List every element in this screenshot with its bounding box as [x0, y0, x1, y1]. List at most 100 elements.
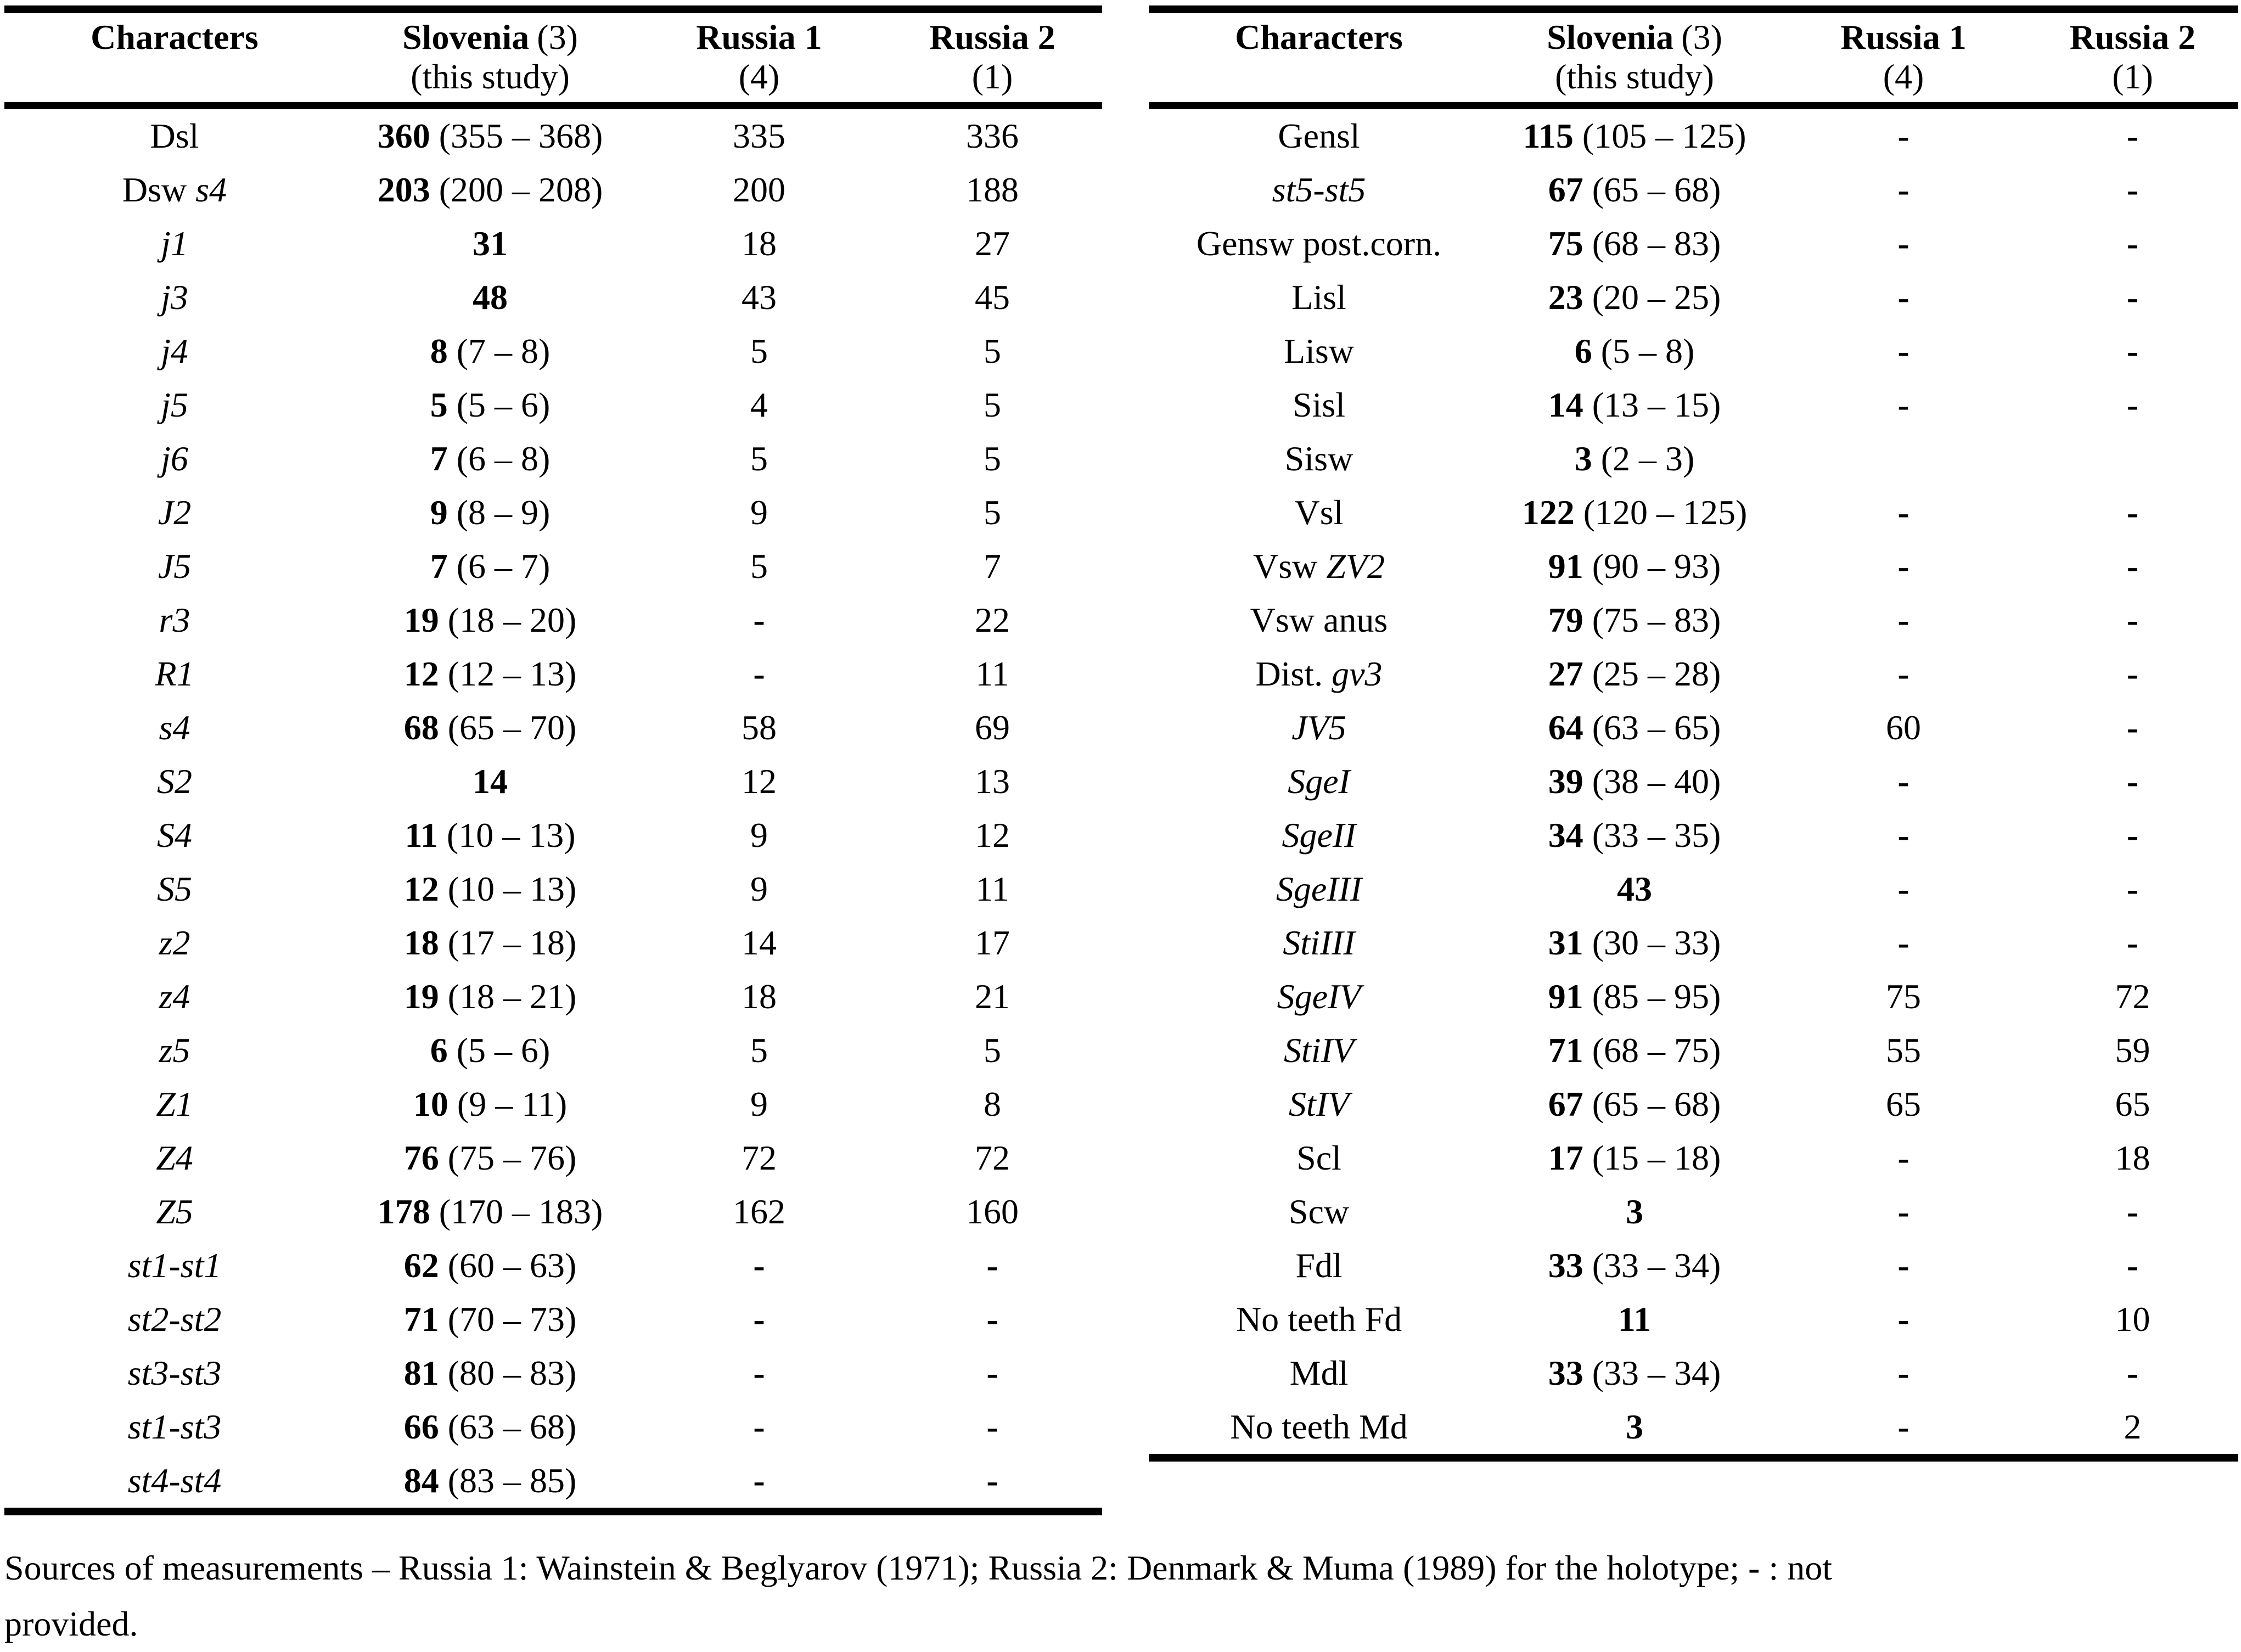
not-provided-dash: -	[753, 1407, 765, 1446]
russia2-value: -	[883, 1400, 1102, 1454]
table-row: Fdl 33 (33 – 34) - -	[1149, 1239, 2238, 1293]
not-provided-dash: -	[2126, 1246, 2139, 1285]
not-provided-dash: -	[2126, 869, 2139, 908]
slovenia-value: 7 (6 – 8)	[430, 439, 551, 478]
russia2-value: -	[2027, 271, 2238, 324]
character-name: Dist. gv3	[1255, 654, 1383, 693]
table-row: No teeth Fd 11 - 10	[1149, 1293, 2238, 1346]
not-provided-dash: -	[2126, 170, 2139, 209]
not-provided-dash: -	[986, 1246, 998, 1285]
table-row: SgeIII 43 - -	[1149, 862, 2238, 916]
not-provided-dash: -	[753, 654, 765, 693]
russia1-value: -	[636, 647, 883, 701]
character-name: S5	[157, 869, 192, 908]
characters-label: Characters	[1235, 18, 1403, 57]
column-header-slovenia: Slovenia (3) (this study)	[345, 9, 636, 109]
russia1-value: 9	[750, 869, 768, 908]
russia1-value: 75	[1886, 977, 1921, 1016]
table-row: R1 12 (12 – 13) - 11	[4, 647, 1102, 701]
russia1-value: -	[1780, 486, 2027, 540]
table-row: S2 14 12 13	[4, 755, 1102, 808]
character-name: Gensw post.corn.	[1196, 224, 1442, 263]
russia2-value: -	[2027, 808, 2238, 862]
slovenia-value: 10 (9 – 11)	[413, 1085, 568, 1123]
table-row: Z1 10 (9 – 11) 9 8	[4, 1077, 1102, 1131]
character-name: StiIV	[1284, 1031, 1354, 1070]
table-row: SgeII 34 (33 – 35) - -	[1149, 808, 2238, 862]
character-name: j5	[161, 385, 188, 424]
character-name: J2	[158, 493, 192, 532]
not-provided-dash: -	[2126, 708, 2139, 747]
character-name: StiIII	[1283, 923, 1355, 962]
not-provided-dash: -	[753, 600, 765, 639]
character-name: Dsl	[150, 116, 199, 155]
russia2-value: 5	[984, 1031, 1001, 1070]
not-provided-dash: -	[1897, 1300, 1909, 1339]
table-row: S5 12 (10 – 13) 9 11	[4, 862, 1102, 916]
slovenia-value: 6 (5 – 6)	[430, 1031, 551, 1070]
header-row: Characters Slovenia (3) (this study) Russ…	[1149, 9, 2238, 109]
slovenia-value: 11	[1617, 1300, 1652, 1339]
table-row: Z4 76 (75 – 76) 72 72	[4, 1131, 1102, 1185]
russia2-value: 160	[966, 1192, 1019, 1231]
not-provided-dash: -	[1897, 116, 1909, 155]
left-table-header: Characters Slovenia (3) (this study) Russ…	[4, 9, 1102, 109]
table-row: s4 68 (65 – 70) 58 69	[4, 701, 1102, 755]
table-row: SgeIV 91 (85 – 95) 75 72	[1149, 970, 2238, 1024]
slovenia-value: 39 (38 – 40)	[1548, 762, 1721, 801]
not-provided-dash: -	[1897, 1353, 1909, 1392]
not-provided-dash: -	[1897, 654, 1909, 693]
russia2-label: Russia 2	[2069, 18, 2196, 57]
russia2-value: -	[883, 1293, 1102, 1346]
russia1-value: 43	[742, 278, 777, 317]
not-provided-dash: -	[2126, 116, 2139, 155]
character-name: Sisw	[1284, 439, 1353, 478]
not-provided-dash: -	[2126, 331, 2139, 370]
not-provided-dash: -	[1897, 1138, 1909, 1177]
slovenia-subtitle: (this study)	[1555, 57, 1714, 96]
character-name: z2	[159, 923, 190, 962]
character-name: Sisl	[1292, 385, 1346, 424]
russia2-count: (1)	[971, 57, 1013, 96]
table-row: J5 7 (6 – 7) 5 7	[4, 540, 1102, 593]
table-row: z2 18 (17 – 18) 14 17	[4, 916, 1102, 970]
table-row: S4 11 (10 – 13) 9 12	[4, 808, 1102, 862]
slovenia-value: 5 (5 – 6)	[430, 385, 551, 424]
character-name: st1-st1	[127, 1246, 222, 1285]
table-row: st1-st3 66 (63 – 68) - -	[4, 1400, 1102, 1454]
table-row: Scw 3 - -	[1149, 1185, 2238, 1239]
slovenia-value: 9 (8 – 9)	[430, 493, 551, 532]
not-provided-dash: -	[1897, 816, 1909, 855]
russia1-value: -	[636, 1346, 883, 1400]
russia1-value: -	[1780, 862, 2027, 916]
russia2-value: 12	[975, 816, 1010, 855]
column-header-russia2: Russia 2 (1)	[2027, 9, 2238, 109]
russia2-value: 65	[2115, 1085, 2150, 1123]
table-row: Vsl 122 (120 – 125) - -	[1149, 486, 2238, 540]
slovenia-label: Slovenia	[1547, 18, 1674, 57]
table-row: Lisl 23 (20 – 25) - -	[1149, 271, 2238, 324]
slovenia-value: 62 (60 – 63)	[403, 1246, 577, 1285]
table-row: Mdl 33 (33 – 34) - -	[1149, 1346, 2238, 1400]
russia1-value: -	[1780, 593, 2027, 647]
character-name: j1	[161, 224, 188, 263]
character-name: JV5	[1291, 708, 1346, 747]
russia2-value: -	[2027, 701, 2238, 755]
russia2-value: -	[2027, 755, 2238, 808]
slovenia-value: 203 (200 – 208)	[377, 170, 603, 209]
table-row: st5-st5 67 (65 – 68) - -	[1149, 163, 2238, 217]
slovenia-value: 33 (33 – 34)	[1548, 1353, 1721, 1392]
slovenia-label: Slovenia	[402, 18, 530, 57]
table-row: StiIV 71 (68 – 75) 55 59	[1149, 1024, 2238, 1077]
not-provided-dash: -	[986, 1461, 998, 1500]
slovenia-value: 14 (13 – 15)	[1548, 385, 1721, 424]
not-provided-dash: -	[1897, 493, 1909, 532]
russia1-value: -	[1780, 808, 2027, 862]
russia2-value: -	[2027, 1185, 2238, 1239]
slovenia-value: 31	[473, 224, 508, 263]
character-name: S2	[157, 762, 192, 801]
character-name: S4	[157, 816, 192, 855]
russia1-value: -	[1780, 1131, 2027, 1185]
not-provided-dash: -	[1897, 1192, 1909, 1231]
slovenia-value: 14	[473, 762, 508, 801]
